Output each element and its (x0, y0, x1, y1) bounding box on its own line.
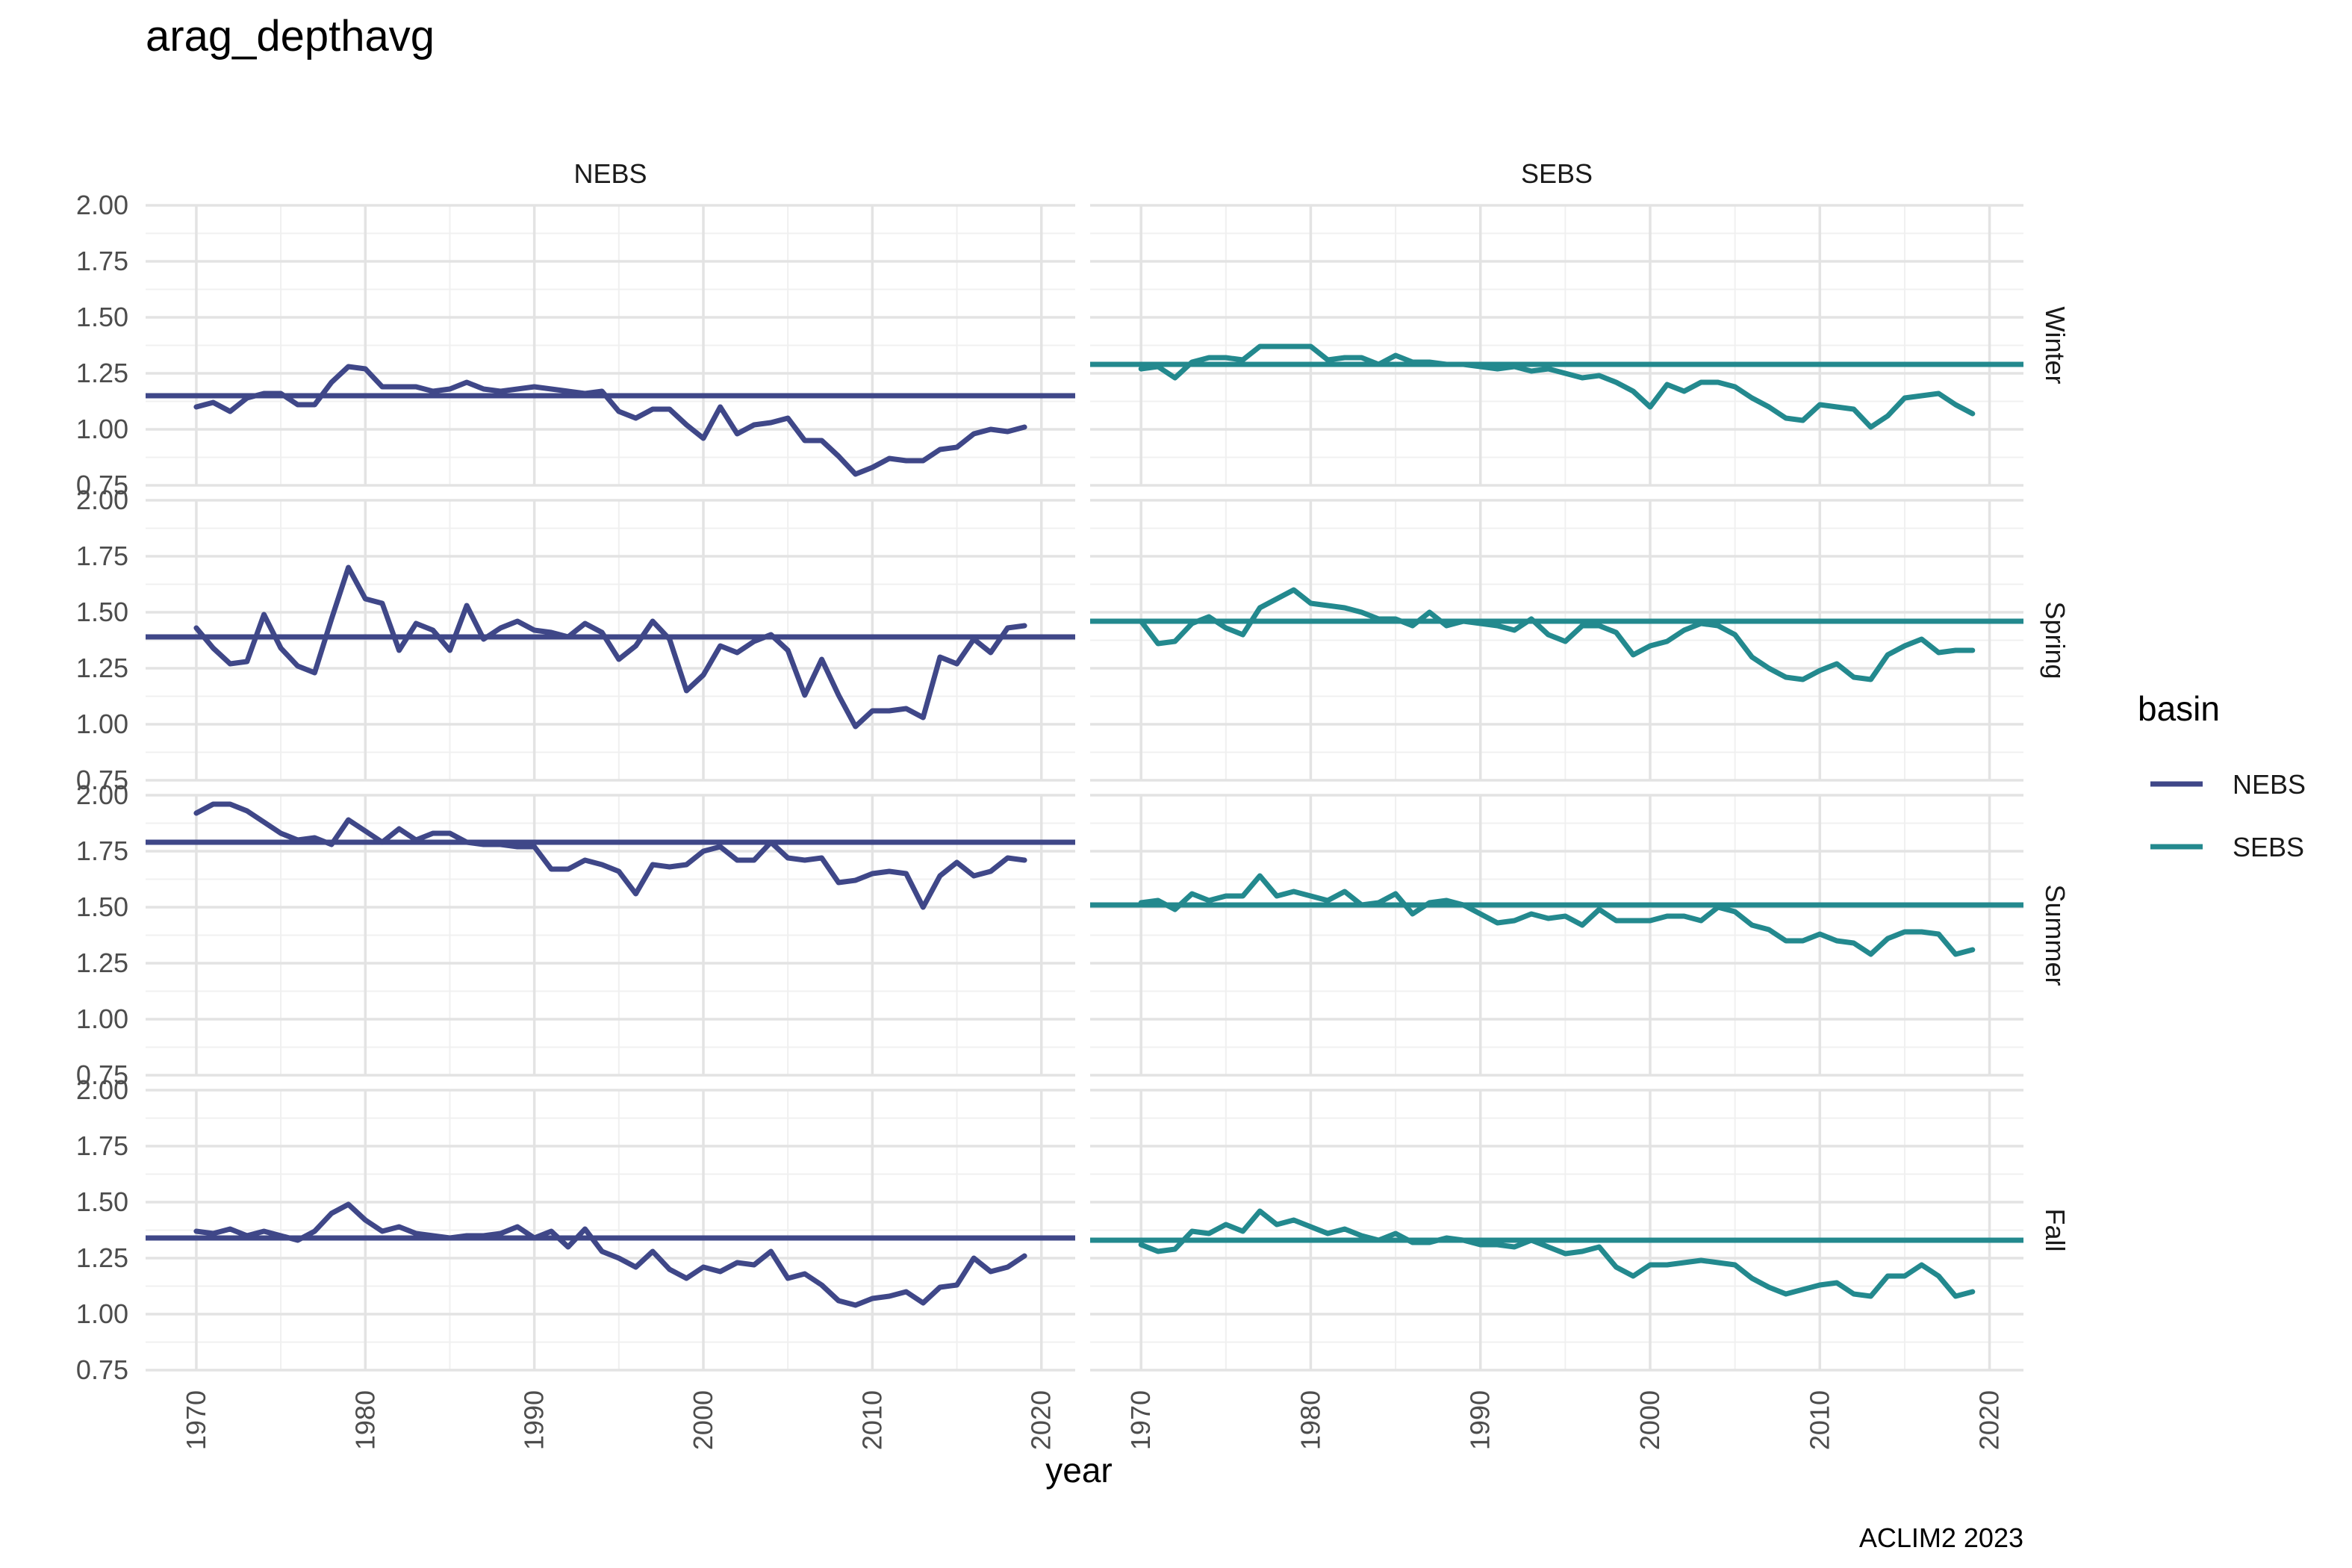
y-tick-label: 1.75 (76, 246, 128, 276)
series-line-sebs (1138, 873, 1976, 957)
strip-label-row: Winter (2040, 306, 2071, 384)
y-tick-label: 1.00 (76, 414, 128, 444)
y-tick-label: 1.25 (76, 358, 128, 388)
y-tick-label: 0.75 (76, 765, 128, 795)
series-line-nebs (193, 564, 1027, 729)
y-tick-label: 2.00 (76, 485, 128, 515)
legend-items: NEBS SEBS (2150, 769, 2306, 862)
y-tick-label: 1.25 (76, 1242, 128, 1273)
y-tick-label: 2.00 (76, 190, 128, 220)
y-tick-label: 2.00 (76, 1074, 128, 1105)
series-line-sebs (1138, 587, 1976, 682)
y-tick-label: 0.75 (76, 470, 128, 500)
series-line-sebs (1138, 343, 1976, 430)
x-tick-label: 2010 (856, 1390, 887, 1450)
strip-label-row: Summer (2040, 884, 2071, 986)
x-axis-title: year (1045, 1451, 1112, 1490)
series-line-nebs (193, 364, 1027, 477)
x-tick-label: 1980 (349, 1390, 380, 1450)
grid-layer (146, 204, 2023, 1372)
x-tick-label: 2010 (1804, 1390, 1835, 1450)
label-layer: 0.751.001.251.501.752.000.751.001.251.50… (76, 158, 2071, 1450)
series-line-nebs (193, 801, 1027, 910)
y-tick-label: 1.75 (76, 541, 128, 571)
caption: ACLIM2 2023 (1859, 1522, 2023, 1553)
panel-sebs-fall (1090, 1208, 2023, 1299)
y-tick-label: 2.00 (76, 780, 128, 810)
x-tick-label: 1980 (1295, 1390, 1325, 1450)
y-tick-label: 0.75 (76, 1060, 128, 1090)
panel-nebs-winter (146, 364, 1075, 477)
y-tick-label: 1.00 (76, 709, 128, 739)
strip-label-row: Fall (2040, 1208, 2071, 1251)
x-tick-label: 1990 (1465, 1390, 1496, 1450)
x-tick-label: 2000 (688, 1390, 718, 1450)
y-tick-label: 1.50 (76, 892, 128, 922)
y-tick-label: 0.75 (76, 1354, 128, 1385)
legend-label-nebs: NEBS (2233, 769, 2306, 800)
x-tick-label: 1990 (519, 1390, 550, 1450)
panel-layer (146, 343, 2023, 1308)
series-line-nebs (193, 1201, 1027, 1308)
legend-title: basin (2138, 689, 2220, 728)
x-tick-label: 2020 (1974, 1390, 2005, 1450)
y-tick-label: 1.50 (76, 597, 128, 627)
y-tick-label: 1.75 (76, 836, 128, 866)
chart-title: arag_depthavg (146, 12, 435, 60)
y-tick-label: 1.00 (76, 1298, 128, 1329)
panel-sebs-winter (1090, 343, 2023, 430)
strip-label-row: Spring (2040, 601, 2071, 679)
x-tick-label: 2020 (1026, 1390, 1057, 1450)
x-tick-label: 1970 (1125, 1390, 1156, 1450)
panel-nebs-spring (146, 564, 1075, 729)
y-tick-label: 1.25 (76, 653, 128, 683)
strip-label-column: SEBS (1521, 158, 1593, 189)
x-tick-label: 1970 (181, 1390, 211, 1450)
legend: basin NEBS SEBS (2138, 689, 2306, 862)
y-tick-label: 1.25 (76, 948, 128, 978)
panel-nebs-summer (146, 801, 1075, 910)
panel-sebs-spring (1090, 587, 2023, 682)
y-tick-label: 1.75 (76, 1130, 128, 1161)
series-line-sebs (1138, 1208, 1976, 1299)
panel-nebs-fall (146, 1201, 1075, 1308)
x-tick-label: 2000 (1634, 1390, 1665, 1450)
strip-label-column: NEBS (573, 158, 647, 189)
panel-sebs-summer (1090, 873, 2023, 957)
y-tick-label: 1.50 (76, 302, 128, 332)
legend-label-sebs: SEBS (2233, 832, 2304, 862)
y-tick-label: 1.00 (76, 1004, 128, 1034)
y-tick-label: 1.50 (76, 1186, 128, 1217)
